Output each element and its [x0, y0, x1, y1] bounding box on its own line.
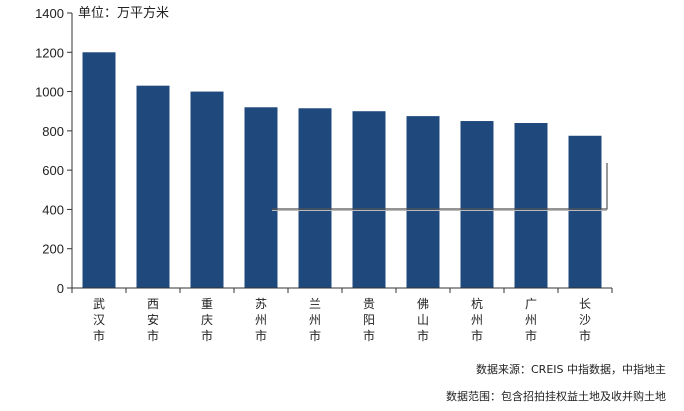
- x-category-label: 武汉市: [93, 297, 105, 343]
- bars: [82, 52, 602, 289]
- scope-note: 数据范围：包含招拍挂权益土地及收并购土地: [446, 390, 666, 403]
- y-tick-label: 0: [57, 281, 64, 296]
- bar: [352, 111, 386, 288]
- x-category-label: 西安市: [147, 297, 159, 343]
- source-note: 数据来源：CREIS 中指数据，中指地主: [476, 363, 666, 376]
- bar: [82, 52, 116, 289]
- x-category-label: 兰州市: [309, 297, 321, 343]
- y-tick-label: 1000: [35, 85, 64, 100]
- y-tick-label: 1400: [35, 6, 64, 21]
- bar: [136, 85, 170, 288]
- y-tick-label: 1200: [35, 45, 64, 60]
- y-tick-label: 400: [42, 202, 64, 217]
- bar: [460, 121, 494, 289]
- overlay-line: [272, 163, 608, 211]
- bar: [190, 91, 224, 288]
- bar: [298, 108, 332, 289]
- x-axis: 武汉市 西安市 重庆市 苏州市 兰州市 贵阳市 佛山市 杭州市 广州市 长沙市: [71, 287, 613, 343]
- y-tick-label: 800: [42, 124, 64, 139]
- bar: [568, 135, 602, 288]
- bar: [406, 116, 440, 288]
- bar: [244, 107, 278, 289]
- unit-label: 单位：万平方米: [78, 5, 169, 21]
- x-category-label: 贵阳市: [363, 297, 375, 343]
- y-tick-label: 200: [42, 242, 64, 257]
- x-category-label: 长沙市: [579, 297, 591, 343]
- x-category-label: 佛山市: [417, 297, 429, 343]
- y-axis: 0 200 400 600 800 1000 1200 1400: [35, 6, 73, 296]
- x-category-label: 重庆市: [201, 297, 213, 343]
- x-category-label: 杭州市: [471, 296, 483, 343]
- x-category-label: 广州市: [525, 297, 537, 343]
- bar: [514, 123, 548, 288]
- y-tick-label: 600: [42, 163, 64, 178]
- x-category-label: 苏州市: [255, 297, 267, 343]
